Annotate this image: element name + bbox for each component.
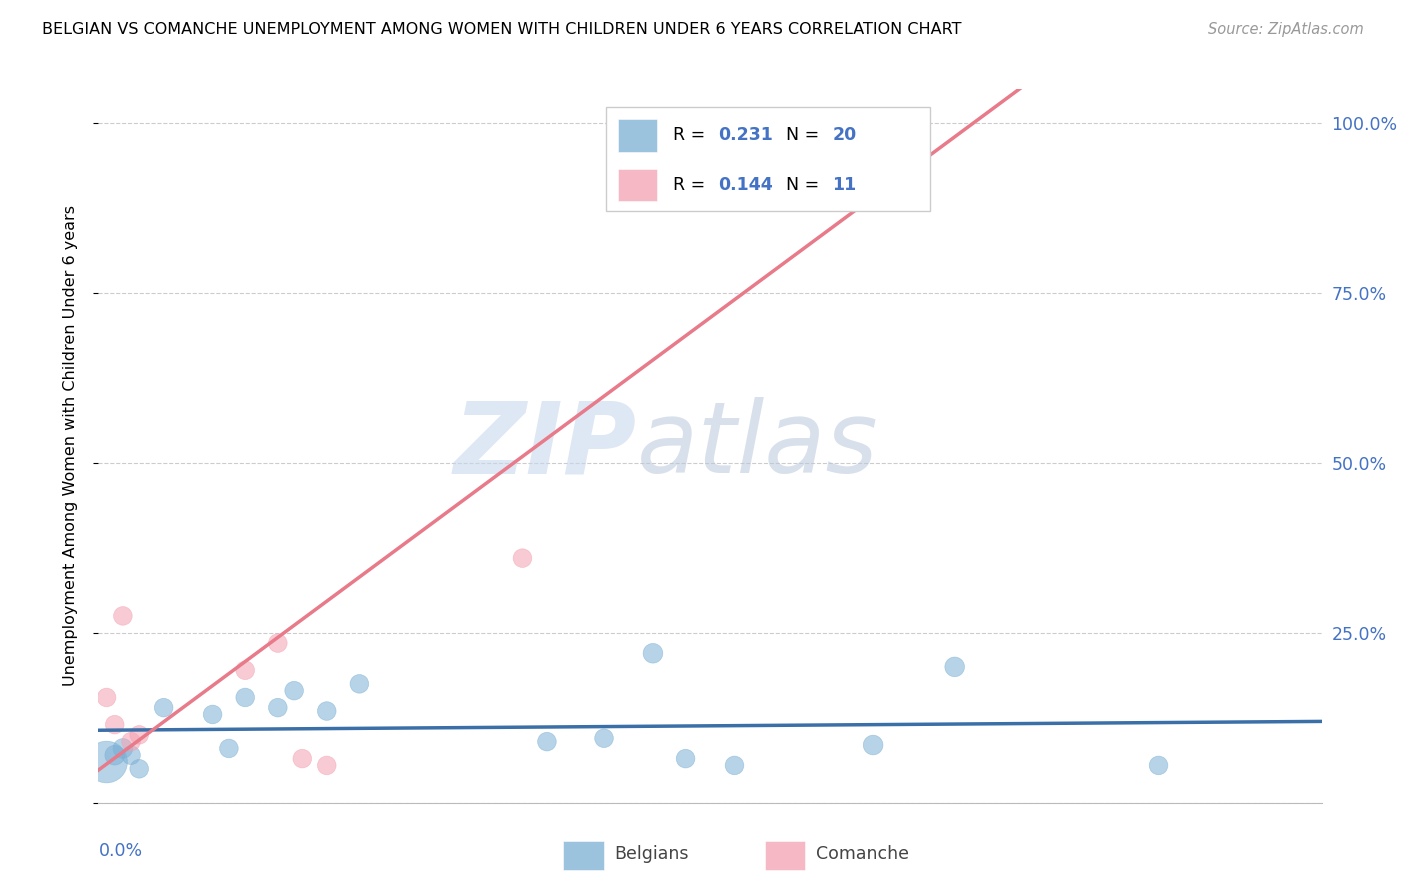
Point (1147, 758, 1170, 772)
Bar (619, 120, 658, 152)
Text: N =: N = (786, 176, 825, 194)
Text: 0.144: 0.144 (718, 176, 773, 194)
Text: 20: 20 (832, 127, 856, 145)
Text: 0.0%: 0.0% (98, 842, 142, 860)
Text: Source: ZipAtlas.com: Source: ZipAtlas.com (1208, 22, 1364, 37)
Point (267, 700, 290, 714)
Text: R =: R = (673, 176, 711, 194)
Bar (564, 841, 603, 870)
Point (862, 738, 884, 752)
Point (593, 731, 616, 746)
Point (641, 646, 664, 660)
Point (283, 683, 305, 698)
Point (267, 636, 290, 650)
Point (315, 704, 337, 718)
Point (96, 690, 118, 705)
Text: Comanche: Comanche (817, 846, 910, 863)
Point (291, 751, 314, 765)
Point (120, 734, 142, 748)
Point (104, 748, 127, 763)
Point (675, 751, 697, 765)
Point (723, 758, 745, 772)
Text: 0.231: 0.231 (718, 127, 773, 145)
Text: Belgians: Belgians (614, 846, 689, 863)
Bar (765, 841, 806, 870)
Point (111, 741, 134, 756)
Point (233, 663, 256, 677)
Point (111, 608, 134, 623)
Text: atlas: atlas (637, 398, 879, 494)
Point (233, 690, 256, 705)
Point (536, 734, 558, 748)
Point (104, 717, 127, 731)
Y-axis label: Unemployment Among Women with Children Under 6 years: Unemployment Among Women with Children U… (63, 205, 77, 687)
Point (315, 758, 337, 772)
Text: BELGIAN VS COMANCHE UNEMPLOYMENT AMONG WOMEN WITH CHILDREN UNDER 6 YEARS CORRELA: BELGIAN VS COMANCHE UNEMPLOYMENT AMONG W… (42, 22, 962, 37)
Point (201, 707, 224, 722)
Text: 11: 11 (832, 176, 856, 194)
Point (218, 741, 240, 756)
Text: N =: N = (786, 127, 825, 145)
Point (943, 660, 966, 674)
Point (128, 762, 150, 776)
Point (96, 755, 118, 769)
Point (512, 551, 534, 566)
Point (349, 677, 371, 691)
FancyBboxPatch shape (606, 107, 931, 211)
Point (128, 728, 150, 742)
Text: ZIP: ZIP (454, 398, 637, 494)
Bar (619, 169, 658, 201)
Point (120, 748, 142, 763)
Point (152, 700, 174, 714)
Point (699, 136, 721, 151)
Text: R =: R = (673, 127, 711, 145)
